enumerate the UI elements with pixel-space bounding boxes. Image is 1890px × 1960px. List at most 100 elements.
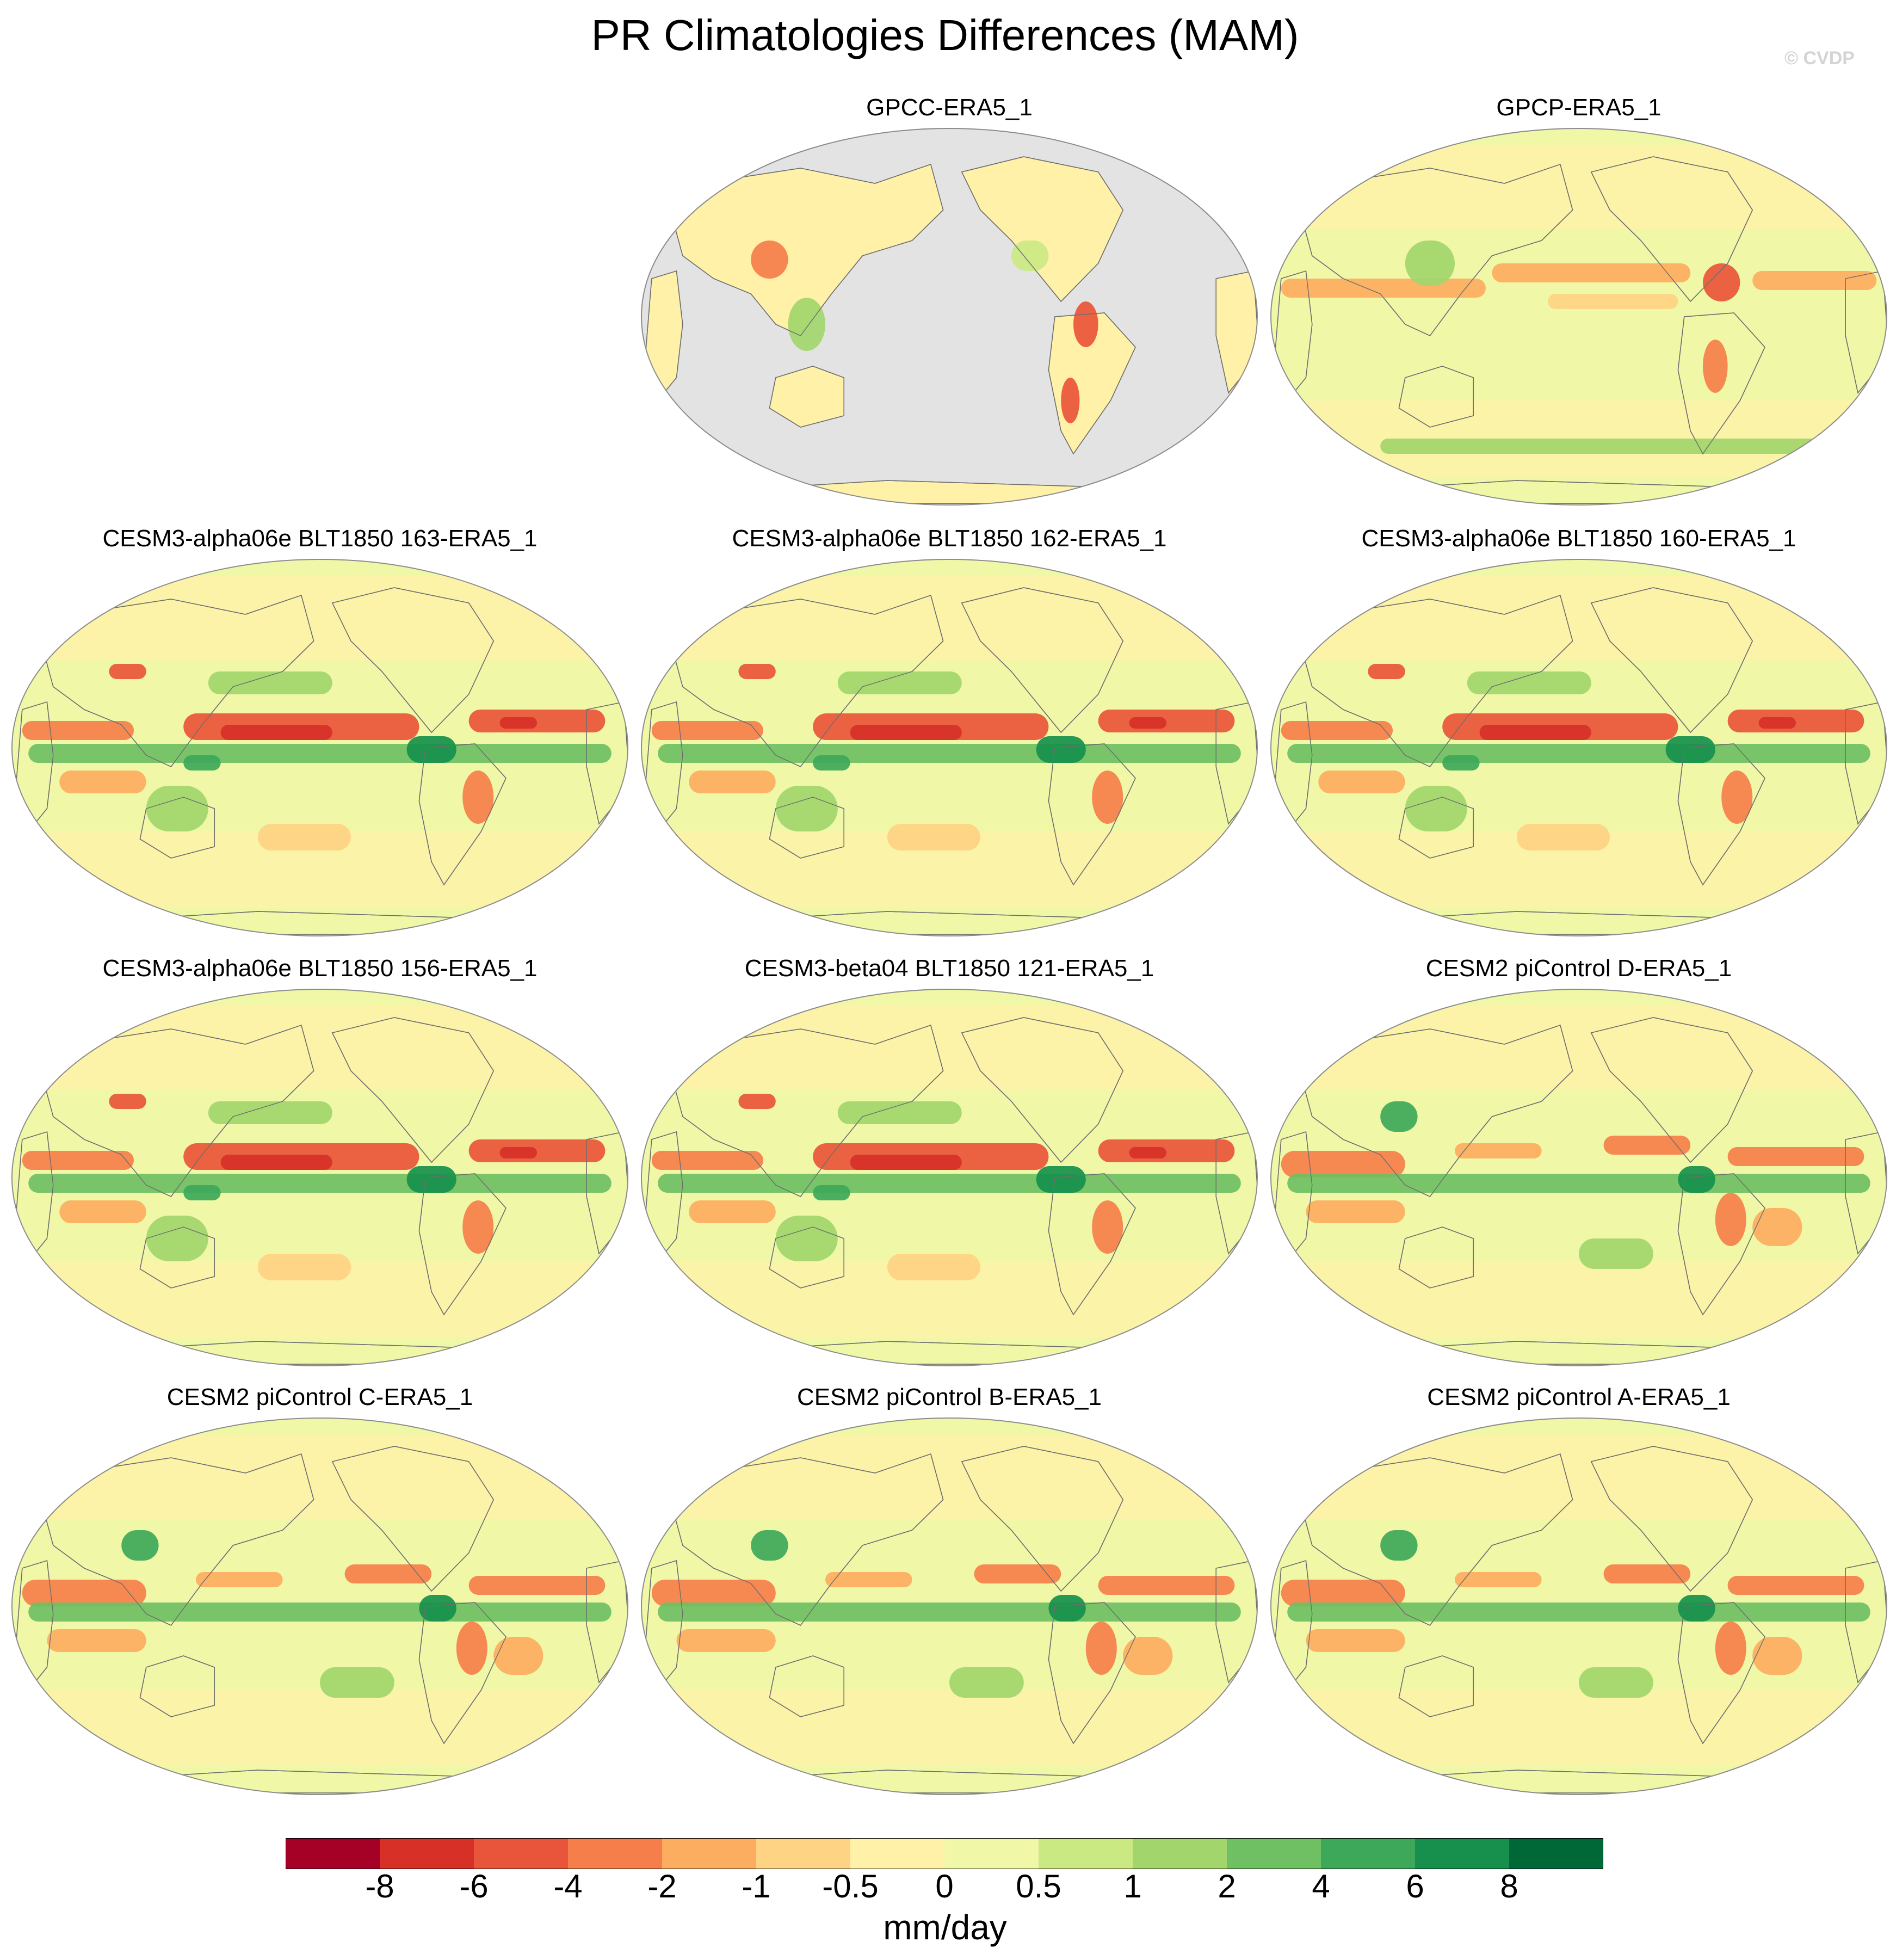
map-panel: CESM3-alpha06e BLT1850 163-ERA5_1 xyxy=(10,523,630,937)
coastline-outline xyxy=(1677,743,1765,886)
colorbar-swatch xyxy=(944,1838,1039,1869)
precip-anomaly-band xyxy=(1752,1637,1802,1675)
map-plot xyxy=(641,559,1258,936)
coastline-outline xyxy=(769,1226,844,1289)
precip-anomaly-band xyxy=(220,725,332,740)
precip-anomaly-band xyxy=(1129,1147,1166,1158)
precip-anomaly-band xyxy=(1287,1602,1870,1622)
precip-anomaly-band xyxy=(651,1151,763,1170)
map-border xyxy=(11,1417,628,1795)
precip-anomaly-band xyxy=(493,1637,543,1675)
coastline-outline xyxy=(331,1446,494,1592)
colorbar-tick-label: -1 xyxy=(742,1868,771,1904)
precip-anomaly-band xyxy=(22,1580,146,1606)
precip-anomaly-band xyxy=(456,1622,487,1675)
map-panel: CESM2 piControl A-ERA5_1 xyxy=(1269,1382,1889,1796)
precip-anomaly-band xyxy=(738,1094,776,1109)
watermark: © CVDP xyxy=(1784,48,1855,69)
precip-anomaly-band xyxy=(1479,725,1591,740)
coastline-outline xyxy=(1677,312,1765,455)
precip-anomaly-band xyxy=(738,664,776,679)
colorbar-tick-label: 0.5 xyxy=(1016,1868,1061,1904)
map-panel: CESM2 piControl C-ERA5_1 xyxy=(10,1382,630,1796)
southern-field xyxy=(1271,1690,1887,1766)
precip-anomaly-band xyxy=(887,1254,980,1280)
panel-title: CESM2 piControl A-ERA5_1 xyxy=(1427,1384,1731,1410)
map-border xyxy=(1270,559,1887,936)
precip-anomaly-band xyxy=(1703,340,1728,393)
precip-anomaly-band xyxy=(813,1185,850,1200)
panel-title: CESM3-alpha06e BLT1850 156-ERA5_1 xyxy=(102,955,538,982)
map-plot xyxy=(1270,559,1887,936)
precip-anomaly-band xyxy=(1492,263,1691,282)
northern-field xyxy=(12,1435,628,1519)
coastline-outline xyxy=(1590,587,1753,734)
precip-anomaly-band xyxy=(658,744,1241,763)
colorbar-swatch xyxy=(568,1838,663,1869)
map-panel: GPCP-ERA5_1 xyxy=(1269,93,1889,506)
precip-anomaly-band xyxy=(1048,1595,1086,1622)
coastline-outline xyxy=(670,1453,944,1626)
precip-anomaly-band xyxy=(499,1147,537,1158)
precip-anomaly-band xyxy=(1752,1208,1802,1246)
precip-anomaly-band xyxy=(406,736,456,763)
precip-anomaly-band xyxy=(689,1200,776,1223)
precip-anomaly-band xyxy=(462,1200,494,1254)
coastline-outline xyxy=(418,743,507,886)
coastline-outline xyxy=(1299,595,1573,767)
colorbar-tick-label: -2 xyxy=(647,1868,677,1904)
precip-anomaly-band xyxy=(121,1530,159,1561)
precip-anomaly-band xyxy=(208,1101,332,1124)
panel-title: CESM2 piControl C-ERA5_1 xyxy=(166,1384,473,1410)
coastline-outline xyxy=(331,587,494,734)
precip-anomaly-band xyxy=(1318,771,1405,793)
precip-anomaly-band xyxy=(775,1216,838,1261)
map-plot xyxy=(641,989,1258,1366)
precip-anomaly-band xyxy=(1098,1139,1235,1162)
coastline-outline xyxy=(670,1025,944,1197)
colorbar-tick-label: -8 xyxy=(365,1868,394,1904)
coastline-outline xyxy=(1398,366,1474,428)
map-plot xyxy=(11,989,628,1366)
page-title: PR Climatologies Differences (MAM) xyxy=(591,11,1299,59)
coastline-outline xyxy=(769,797,844,859)
coastline-outline xyxy=(961,1017,1123,1163)
precip-anomaly-band xyxy=(825,1572,912,1587)
coastline-outline xyxy=(40,1025,314,1197)
panel-title: CESM3-alpha06e BLT1850 162-ERA5_1 xyxy=(732,525,1167,552)
precip-anomaly-band xyxy=(1098,710,1235,732)
precip-anomaly-band xyxy=(109,1094,146,1109)
precip-anomaly-band xyxy=(1061,378,1080,423)
southern-field xyxy=(12,1690,628,1766)
precip-anomaly-band xyxy=(28,744,612,763)
colorbar-tick-label: -6 xyxy=(459,1868,489,1904)
colorbar-units: mm/day xyxy=(883,1908,1007,1947)
precip-anomaly-band xyxy=(1380,1530,1418,1561)
precip-anomaly-band xyxy=(850,1155,962,1170)
precip-anomaly-band xyxy=(22,721,134,740)
precip-anomaly-band xyxy=(146,786,208,831)
map-panel: GPCC-ERA5_1 xyxy=(639,93,1259,506)
precip-anomaly-band xyxy=(1715,1622,1746,1675)
coastline-outline xyxy=(1299,1453,1573,1626)
precip-anomaly-band xyxy=(208,671,332,694)
precip-anomaly-band xyxy=(887,824,980,850)
coastline-outline xyxy=(1048,743,1136,886)
precip-anomaly-band xyxy=(59,771,146,793)
precip-anomaly-band xyxy=(183,755,221,771)
map-border xyxy=(11,989,628,1366)
map-border xyxy=(1270,128,1887,506)
precip-anomaly-band xyxy=(320,1667,394,1698)
northern-field xyxy=(641,576,1257,660)
precip-anomaly-band xyxy=(1455,1143,1542,1158)
map-panel: CESM2 piControl D-ERA5_1 xyxy=(1269,953,1889,1367)
precip-anomaly-band xyxy=(1678,1595,1715,1622)
panel-title: CESM3-beta04 BLT1850 121-ERA5_1 xyxy=(744,955,1154,982)
northern-field xyxy=(1271,145,1887,229)
precip-anomaly-band xyxy=(658,1602,1241,1622)
precip-anomaly-band xyxy=(146,1216,208,1261)
map-panel: CESM3-alpha06e BLT1850 160-ERA5_1 xyxy=(1269,523,1889,937)
precip-anomaly-band xyxy=(1727,710,1864,732)
precip-anomaly-band xyxy=(751,241,788,279)
northern-field xyxy=(1271,1006,1887,1090)
